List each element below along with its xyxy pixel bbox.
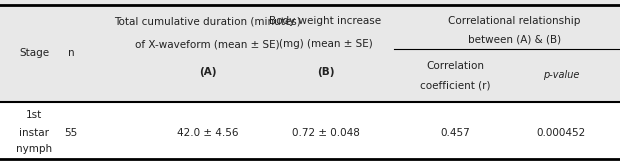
Text: of X-waveform (mean ± SE): of X-waveform (mean ± SE) (135, 39, 280, 49)
Text: p-value: p-value (543, 71, 579, 80)
Text: n: n (68, 48, 74, 58)
Text: Stage: Stage (19, 48, 49, 58)
Text: 1st: 1st (26, 110, 42, 120)
Text: (mg) (mean ± SE): (mg) (mean ± SE) (278, 39, 373, 49)
Text: instar: instar (19, 128, 49, 138)
Text: Correlation: Correlation (427, 61, 485, 71)
Text: (A): (A) (199, 67, 216, 77)
Text: coefficient (r): coefficient (r) (420, 80, 491, 90)
Bar (0, 102, 620, 164)
Text: Correlational relationship: Correlational relationship (448, 16, 581, 26)
Text: 55: 55 (64, 128, 78, 138)
Text: 0.457: 0.457 (441, 128, 471, 138)
Text: nymph: nymph (16, 144, 52, 154)
Text: 42.0 ± 4.56: 42.0 ± 4.56 (177, 128, 239, 138)
Text: between (A) & (B): between (A) & (B) (468, 34, 561, 44)
Text: (B): (B) (317, 67, 334, 77)
Text: 0.72 ± 0.048: 0.72 ± 0.048 (291, 128, 360, 138)
Text: 0.000452: 0.000452 (536, 128, 586, 138)
Text: Body weight increase: Body weight increase (270, 16, 381, 26)
Text: Total cumulative duration (minutes): Total cumulative duration (minutes) (114, 16, 301, 26)
